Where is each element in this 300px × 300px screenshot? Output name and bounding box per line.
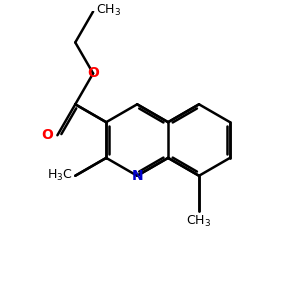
Text: N: N [131,169,143,183]
Text: CH$_3$: CH$_3$ [187,214,211,230]
Text: CH$_3$: CH$_3$ [96,2,121,18]
Text: H$_3$C: H$_3$C [47,168,72,183]
Text: O: O [41,128,53,142]
Text: O: O [87,66,99,80]
